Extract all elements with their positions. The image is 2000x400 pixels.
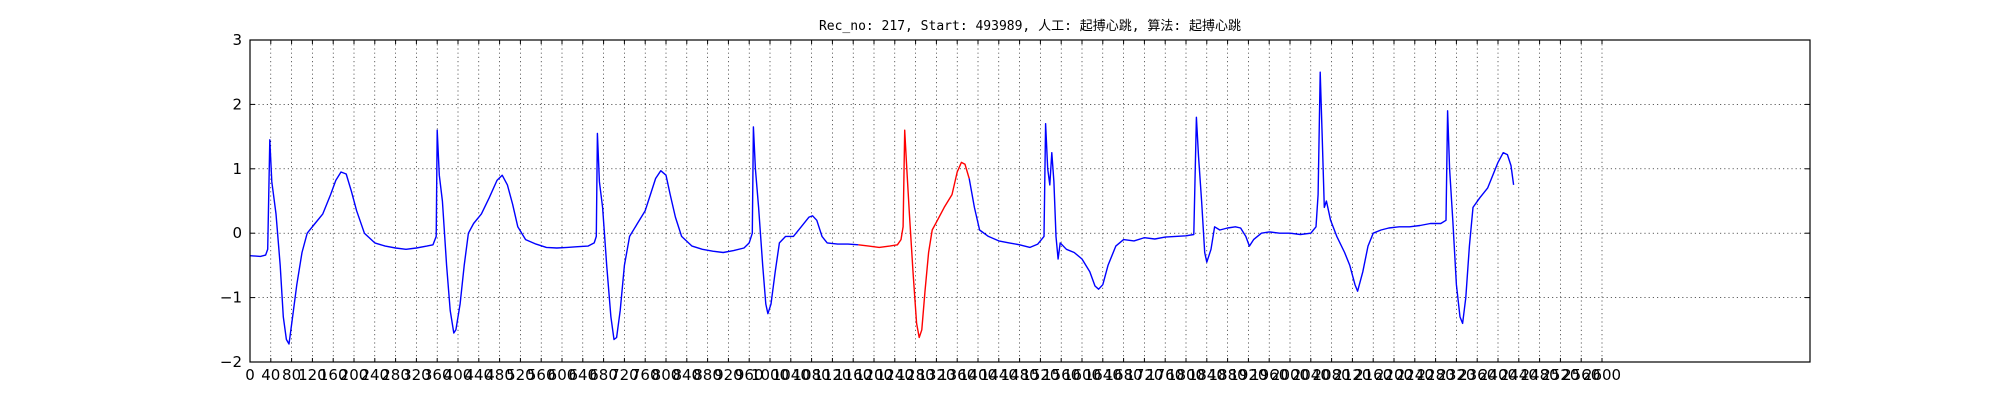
x-tick-label: 1480 <box>1001 366 1039 384</box>
x-tick-label: 760 <box>631 366 660 384</box>
x-tick-label: 2320 <box>1437 366 1475 384</box>
x-tick-label: 1440 <box>980 366 1018 384</box>
x-tick-label: 1560 <box>1042 366 1080 384</box>
y-tick-label: 0 <box>232 224 242 242</box>
x-tick-label: 1120 <box>813 366 851 384</box>
x-tick-label: 280 <box>381 366 410 384</box>
x-tick-label: 1400 <box>959 366 997 384</box>
x-tick-label: 320 <box>402 366 431 384</box>
axis-ticks: 0 40 8012016020024028032036040044048052056… <box>220 31 1810 384</box>
x-tick-label: 1920 <box>1229 366 1267 384</box>
x-tick-label: 2240 <box>1396 366 1434 384</box>
ecg-series-line <box>249 126 859 345</box>
y-tick-label: −2 <box>220 353 242 371</box>
x-tick-label: 480 <box>485 366 514 384</box>
chart-title: Rec_no: 217, Start: 493989, 人工: 起搏心跳, 算法… <box>819 18 1241 34</box>
x-tick-label: 1840 <box>1188 366 1226 384</box>
ecg-series-line <box>858 129 970 339</box>
x-tick-label: 40 <box>261 366 280 384</box>
x-tick-label: 1960 <box>1250 366 1288 384</box>
y-tick-label: 1 <box>232 160 242 178</box>
x-tick-label: 1200 <box>855 366 893 384</box>
x-tick-label: 640 <box>568 366 597 384</box>
x-tick-label: 800 <box>652 366 681 384</box>
series-lines <box>249 71 1515 345</box>
x-tick-label: 2520 <box>1541 366 1579 384</box>
x-tick-label: 2120 <box>1333 366 1371 384</box>
x-tick-label: 2560 <box>1562 366 1600 384</box>
y-tick-label: −1 <box>220 289 242 307</box>
x-tick-label: 520 <box>506 366 535 384</box>
x-tick-label: 720 <box>610 366 639 384</box>
x-tick-label: 1640 <box>1084 366 1122 384</box>
x-tick-label: 400 <box>444 366 473 384</box>
x-tick-label: 2200 <box>1375 366 1413 384</box>
x-tick-label: 1760 <box>1146 366 1184 384</box>
x-tick-label: 840 <box>672 366 701 384</box>
x-tick-label: 2440 <box>1500 366 1538 384</box>
x-tick-label: 1680 <box>1105 366 1143 384</box>
x-tick-label: 1800 <box>1167 366 1205 384</box>
plot-frame <box>249 39 1811 363</box>
x-tick-label: 920 <box>714 366 743 384</box>
x-tick-label: 2600 <box>1583 366 1621 384</box>
x-tick-label: 1160 <box>834 366 872 384</box>
ecg-series-line <box>968 71 1515 325</box>
x-tick-label: 1280 <box>897 366 935 384</box>
x-tick-label: 160 <box>319 366 348 384</box>
x-tick-label: 960 <box>735 366 764 384</box>
x-tick-label: 1240 <box>876 366 914 384</box>
x-tick-label: 200 <box>340 366 369 384</box>
y-tick-label: 2 <box>232 95 242 113</box>
x-tick-label: 600 <box>548 366 577 384</box>
x-tick-label: 2400 <box>1479 366 1517 384</box>
x-tick-label: 680 <box>589 366 618 384</box>
x-tick-label: 880 <box>693 366 722 384</box>
x-tick-label: 80 <box>282 366 301 384</box>
x-tick-label: 2160 <box>1354 366 1392 384</box>
x-tick-label: 2080 <box>1313 366 1351 384</box>
x-tick-label: 2000 <box>1271 366 1309 384</box>
x-tick-label: 1080 <box>793 366 831 384</box>
x-tick-label: 1880 <box>1209 366 1247 384</box>
x-tick-label: 2040 <box>1292 366 1330 384</box>
x-tick-label: 1720 <box>1125 366 1163 384</box>
x-tick-label: 120 <box>298 366 327 384</box>
x-tick-label: 2280 <box>1417 366 1455 384</box>
x-tick-label: 1360 <box>938 366 976 384</box>
x-tick-label: 360 <box>423 366 452 384</box>
x-tick-label: 1040 <box>772 366 810 384</box>
y-tick-label: 3 <box>232 31 242 49</box>
x-tick-label: 1000 <box>751 366 789 384</box>
x-tick-label: 2360 <box>1458 366 1496 384</box>
x-tick-label: 240 <box>360 366 389 384</box>
x-tick-label: 1520 <box>1021 366 1059 384</box>
x-tick-label: 2480 <box>1521 366 1559 384</box>
x-tick-label: 1320 <box>917 366 955 384</box>
x-tick-label: 440 <box>464 366 493 384</box>
x-tick-label: 1600 <box>1063 366 1101 384</box>
x-tick-label: 560 <box>527 366 556 384</box>
x-tick-label: 0 <box>245 366 255 384</box>
